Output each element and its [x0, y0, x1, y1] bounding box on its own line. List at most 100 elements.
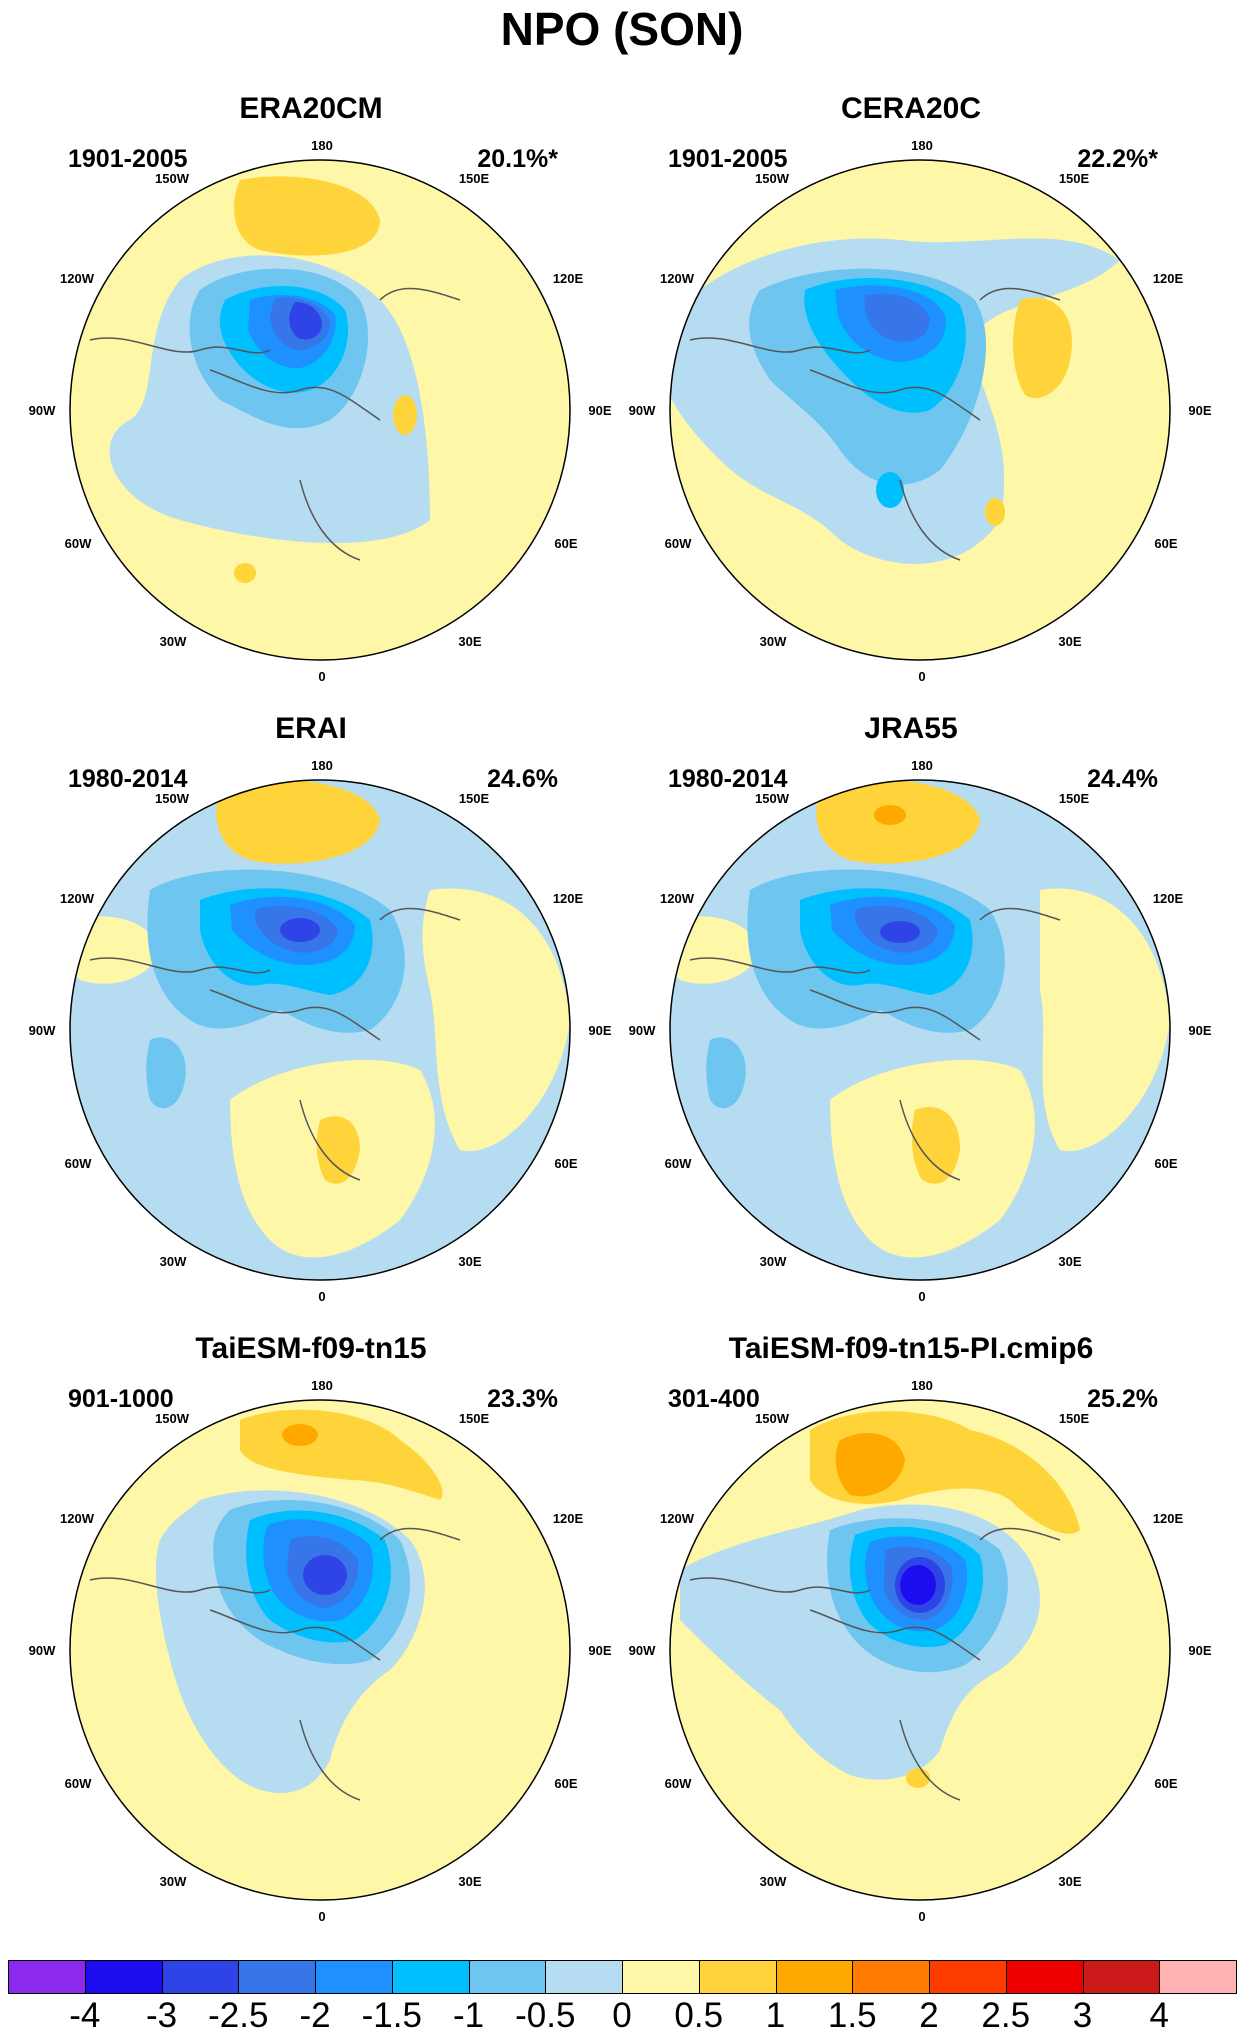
lon-label: 150W: [755, 791, 790, 806]
lon-label: 120W: [60, 271, 95, 286]
colorbar-tick-label: -0.5: [515, 1996, 576, 2035]
lon-label: 120W: [660, 891, 695, 906]
contour-fields: [680, 1411, 1080, 1788]
colorbar-swatch: [8, 1960, 86, 1994]
positive-anomaly-core: [835, 1432, 905, 1497]
colorbar-tick-label: -4: [69, 1996, 101, 2035]
panel-period: 1901-2005: [668, 145, 788, 173]
lon-label: 90W: [629, 403, 656, 418]
lon-label: 90W: [29, 1643, 56, 1658]
lon-label: 30E: [458, 1254, 481, 1269]
polar-map: 180 150E 120E 90E 60E 30E 0 30W 60W 90W …: [629, 1378, 1212, 1924]
lon-label: 30E: [458, 1874, 481, 1889]
lon-label: 150W: [155, 1411, 190, 1426]
lon-label: 90W: [629, 1643, 656, 1658]
map-boundary: [669, 1399, 1171, 1901]
lon-label: 60E: [1154, 536, 1177, 551]
lon-label: 90W: [29, 403, 56, 418]
map-panel-jra55: JRA55 1980-2014 24.4% 180 150E 120E 90E …: [600, 620, 1222, 1304]
lon-label: 0: [318, 1289, 325, 1304]
lon-label: 120W: [660, 1511, 695, 1526]
polar-map: 180 150E 120E 90E 60E 30E 0 30W 60W 90W …: [29, 138, 612, 684]
lon-label: 60E: [554, 1156, 577, 1171]
colorbar-swatch: [391, 1960, 470, 1994]
map-panel-taiesm-pi: TaiESM-f09-tn15-PI.cmip6 301-400 25.2% 1…: [600, 1240, 1222, 1924]
negative-anomaly-1-west: [146, 1037, 186, 1109]
colorbar-swatch: [852, 1960, 930, 1994]
lon-label: 90W: [29, 1023, 56, 1038]
lon-label: 30E: [1058, 1874, 1081, 1889]
colorbar-swatch: [698, 1960, 777, 1994]
positive-anomaly-core: [282, 1424, 318, 1446]
colorbar-swatch: [1005, 1960, 1084, 1994]
contour-fields: [670, 780, 1170, 1258]
map-panel-erai: ERAI 1980-2014 24.6% 180 150E 120E 90E 6…: [0, 620, 622, 1304]
panel-title: ERAI: [275, 712, 347, 745]
colorbar-swatch: [468, 1960, 547, 1994]
negative-anomaly-2-5: [864, 293, 930, 342]
colorbar-swatch: [929, 1960, 1007, 1994]
lon-label: 150E: [1059, 1411, 1090, 1426]
small-positive-anomaly: [906, 1768, 930, 1788]
polar-map: 180 150E 120E 90E 60E 30E 0 30W 60W 90W …: [629, 138, 1212, 684]
panel-variance: 25.2%: [1087, 1385, 1158, 1413]
lon-label: 60W: [665, 1156, 692, 1171]
near-zero-positive-east: [1040, 888, 1170, 1152]
panel-title: TaiESM-f09-tn15: [195, 1332, 427, 1365]
small-negative-anomaly: [876, 472, 904, 508]
near-zero-positive-east: [422, 888, 570, 1152]
positive-anomaly-east: [1013, 297, 1072, 399]
lon-label: 120E: [553, 1511, 584, 1526]
map-panel-cera20c: CERA20C 1901-2005 22.2%* 180 150E 120E 9…: [600, 0, 1222, 684]
colorbar-tick-label: 1.5: [827, 1996, 877, 2035]
lon-label: 180: [911, 1378, 933, 1393]
panel-period: 301-400: [668, 1385, 760, 1413]
map-boundary: [69, 159, 571, 661]
negative-anomaly-3-5: [900, 1565, 936, 1605]
colorbar-swatch: [1082, 1960, 1161, 1994]
positive-anomaly-south: [911, 1106, 960, 1184]
panel-variance: 24.4%: [1087, 765, 1158, 793]
negative-anomaly-3: [303, 1555, 347, 1595]
map-panel-era20cm: ERA20CM 1901-2005 20.1%* 180 150E 120E 9…: [0, 0, 622, 684]
negative-anomaly-3: [880, 921, 920, 943]
positive-anomaly-core: [874, 805, 906, 825]
small-positive-anomaly-south: [234, 563, 256, 583]
panel-title: TaiESM-f09-tn15-PI.cmip6: [728, 1332, 1094, 1365]
lon-label: 30E: [1058, 1254, 1081, 1269]
lon-label: 90E: [1188, 403, 1211, 418]
lon-label: 60W: [65, 1156, 92, 1171]
colorbar-swatch: [545, 1960, 623, 1994]
small-positive-anomaly: [393, 395, 417, 435]
lon-label: 150E: [459, 1411, 490, 1426]
lon-label: 60E: [1154, 1776, 1177, 1791]
negative-anomaly-1-west: [706, 1037, 746, 1109]
positive-anomaly-north: [234, 176, 380, 256]
lon-label: 120E: [1153, 271, 1184, 286]
colorbar-swatch: [238, 1960, 316, 1994]
lon-label: 120W: [660, 271, 695, 286]
colorbar-tick-label: 3: [1072, 1996, 1093, 2035]
coastline: [689, 907, 1061, 1181]
colorbar-tick-label: 0: [612, 1996, 632, 2035]
lon-label: 60W: [665, 536, 692, 551]
coastline: [689, 1527, 1061, 1801]
lon-label: 60W: [65, 536, 92, 551]
colorbar-tick-label: -3: [145, 1996, 178, 2035]
lon-label: 150E: [459, 171, 490, 186]
contour-fields: [670, 238, 1120, 564]
lon-label: 90E: [588, 1643, 611, 1658]
lon-label: 180: [311, 1378, 333, 1393]
colorbar-tick-label: 2.5: [981, 1996, 1031, 2035]
panel-variance: 22.2%*: [1077, 145, 1158, 173]
coastline: [89, 287, 461, 561]
lon-label: 30W: [160, 1254, 187, 1269]
panel-period: 1980-2014: [668, 765, 788, 793]
lon-label: 90E: [1188, 1643, 1211, 1658]
colorbar-swatch: [622, 1960, 700, 1994]
lon-label: 150W: [155, 791, 190, 806]
lon-label: 90E: [588, 403, 611, 418]
lon-label: 90E: [1188, 1023, 1211, 1038]
lon-label: 150E: [1059, 791, 1090, 806]
panel-title: CERA20C: [840, 92, 982, 125]
